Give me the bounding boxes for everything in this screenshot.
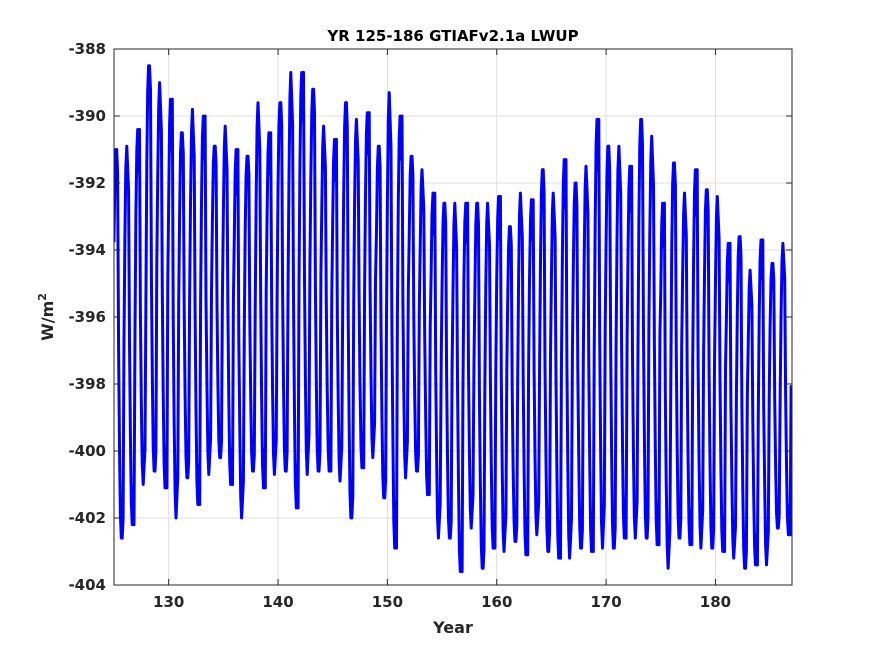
y-tick-label: -404 bbox=[68, 576, 106, 594]
x-tick-label: 180 bbox=[700, 593, 731, 611]
y-axis-label: W/m2 bbox=[36, 293, 57, 341]
x-tick-label: 170 bbox=[590, 593, 621, 611]
tick-marks bbox=[114, 48, 792, 586]
y-axis-label-main: W/m bbox=[38, 301, 57, 341]
y-tick-label: -398 bbox=[68, 375, 106, 393]
y-tick-labels: -404 -402 -400 -398 -396 -394 -392 -390 -388 bbox=[68, 40, 106, 594]
x-tick-label: 140 bbox=[262, 593, 293, 611]
x-axis-label: Year bbox=[432, 618, 473, 637]
x-tick-label: 150 bbox=[372, 593, 403, 611]
x-tick-labels: 130 140 150 160 170 180 bbox=[153, 593, 731, 611]
y-tick-label: -394 bbox=[68, 241, 106, 259]
series-layer bbox=[114, 64, 792, 574]
series-line-lwup bbox=[114, 64, 792, 574]
y-tick-label: -402 bbox=[68, 509, 106, 527]
y-tick-label: -396 bbox=[68, 308, 106, 326]
y-axis-label-superscript: 2 bbox=[36, 293, 49, 301]
y-tick-label: -388 bbox=[68, 40, 106, 58]
chart-title: YR 125-186 GTIAFv2.1a LWUP bbox=[326, 27, 578, 45]
x-tick-label: 130 bbox=[153, 593, 184, 611]
y-tick-label: -392 bbox=[68, 174, 106, 192]
y-tick-label: -390 bbox=[68, 107, 106, 125]
x-tick-label: 160 bbox=[481, 593, 512, 611]
y-tick-label: -400 bbox=[68, 442, 106, 460]
